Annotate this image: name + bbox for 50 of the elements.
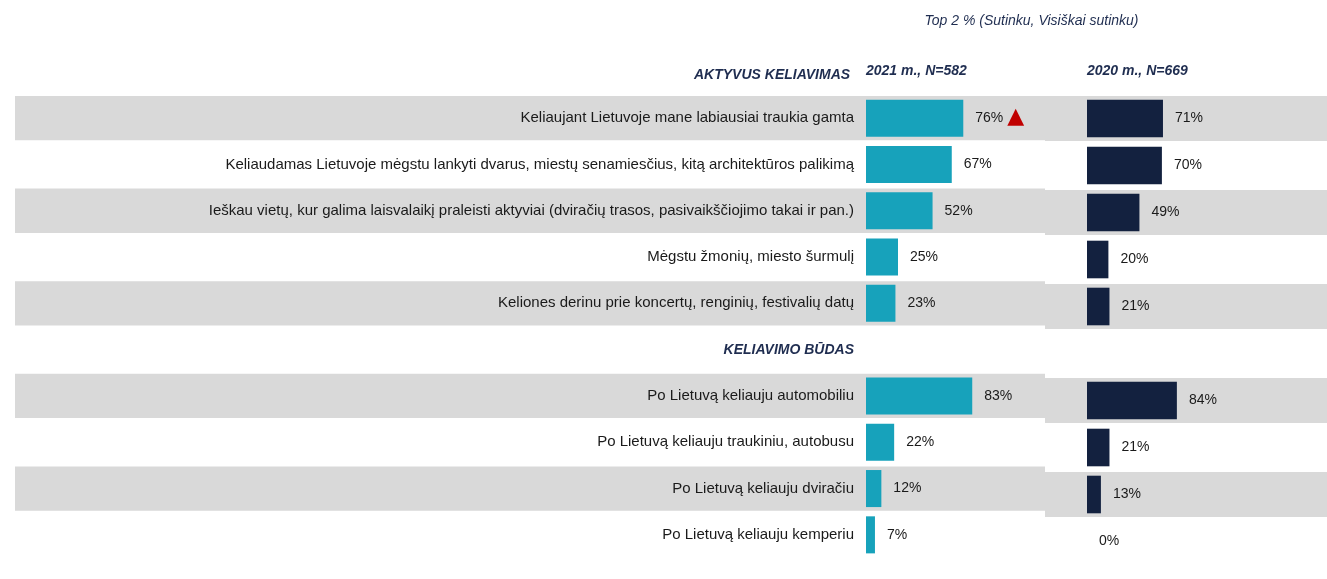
chart-title: 2021 m., N=582 bbox=[866, 62, 967, 78]
chart-title: 2020 m., N=669 bbox=[1087, 62, 1188, 78]
bar bbox=[1087, 240, 1109, 279]
y-tick-label: Po Lietuvą keliauju traukiniu, autobusu bbox=[597, 432, 854, 450]
bar bbox=[1087, 287, 1110, 326]
y-axis-title: AKTYVUS KELIAVIMAS bbox=[694, 66, 851, 82]
bar bbox=[866, 284, 896, 322]
y-tick-label: Mėgstu žmonių, miesto šurmulį bbox=[647, 247, 854, 265]
bar bbox=[866, 145, 952, 183]
annotation: ▲ bbox=[1007, 102, 1025, 128]
bar bbox=[1087, 428, 1110, 467]
y-tick-label: KELIAVIMO BŪDAS bbox=[723, 340, 855, 357]
y-tick-label: Keliaudamas Lietuvoje mėgstu lankyti dvarus, miestų senamiesčius, kitą architektūros palikimą bbox=[225, 154, 855, 172]
bar bbox=[866, 238, 898, 276]
bar bbox=[866, 99, 964, 137]
bar bbox=[866, 377, 973, 415]
data-label: 84% bbox=[1188, 391, 1217, 408]
data-label: 12% bbox=[893, 479, 922, 496]
bar bbox=[1087, 475, 1101, 514]
bar bbox=[866, 470, 882, 508]
data-label: 13% bbox=[1112, 485, 1141, 502]
data-label: 21% bbox=[1121, 438, 1150, 455]
data-label: 20% bbox=[1120, 250, 1149, 267]
data-label: 25% bbox=[910, 247, 939, 264]
data-label: 21% bbox=[1121, 297, 1150, 314]
y-tick-label: Po Lietuvą keliauju automobiliu bbox=[647, 386, 854, 404]
bar bbox=[1087, 99, 1163, 138]
data-label: 70% bbox=[1173, 156, 1202, 173]
bar bbox=[866, 423, 895, 461]
data-label: 49% bbox=[1151, 203, 1180, 220]
data-label: 52% bbox=[944, 201, 973, 218]
data-label: 22% bbox=[906, 433, 935, 450]
bar bbox=[1087, 193, 1140, 232]
bar bbox=[866, 516, 875, 554]
data-label: 67% bbox=[963, 155, 992, 172]
data-label: 7% bbox=[886, 525, 908, 542]
y-tick-label: Po Lietuvą keliauju dviračiu bbox=[672, 478, 854, 496]
y-tick-label: Keliaujant Lietuvoje mane labiausiai traukia gamta bbox=[520, 108, 855, 126]
y-tick-label: Keliones derinu prie koncertų, renginių, festivalių datų bbox=[497, 293, 854, 311]
text: Top 2 % (Sutinku, Visiškai sutinku) bbox=[924, 12, 1139, 28]
bar bbox=[1087, 146, 1162, 185]
y-tick-label: Ieškau vietų, kur galima laisvalaikį praleisti aktyviai (dviračių trasos, pasivaikščiojimo takai ir pan.) bbox=[208, 200, 854, 218]
data-label: 76% bbox=[975, 109, 1004, 126]
data-label: 83% bbox=[984, 386, 1013, 403]
data-label: 0% bbox=[1099, 532, 1120, 549]
bar bbox=[866, 192, 933, 230]
bar bbox=[1087, 381, 1177, 420]
data-label: 71% bbox=[1174, 109, 1203, 126]
y-tick-label: Po Lietuvą keliauju kemperiu bbox=[662, 524, 854, 542]
data-label: 23% bbox=[907, 294, 936, 311]
